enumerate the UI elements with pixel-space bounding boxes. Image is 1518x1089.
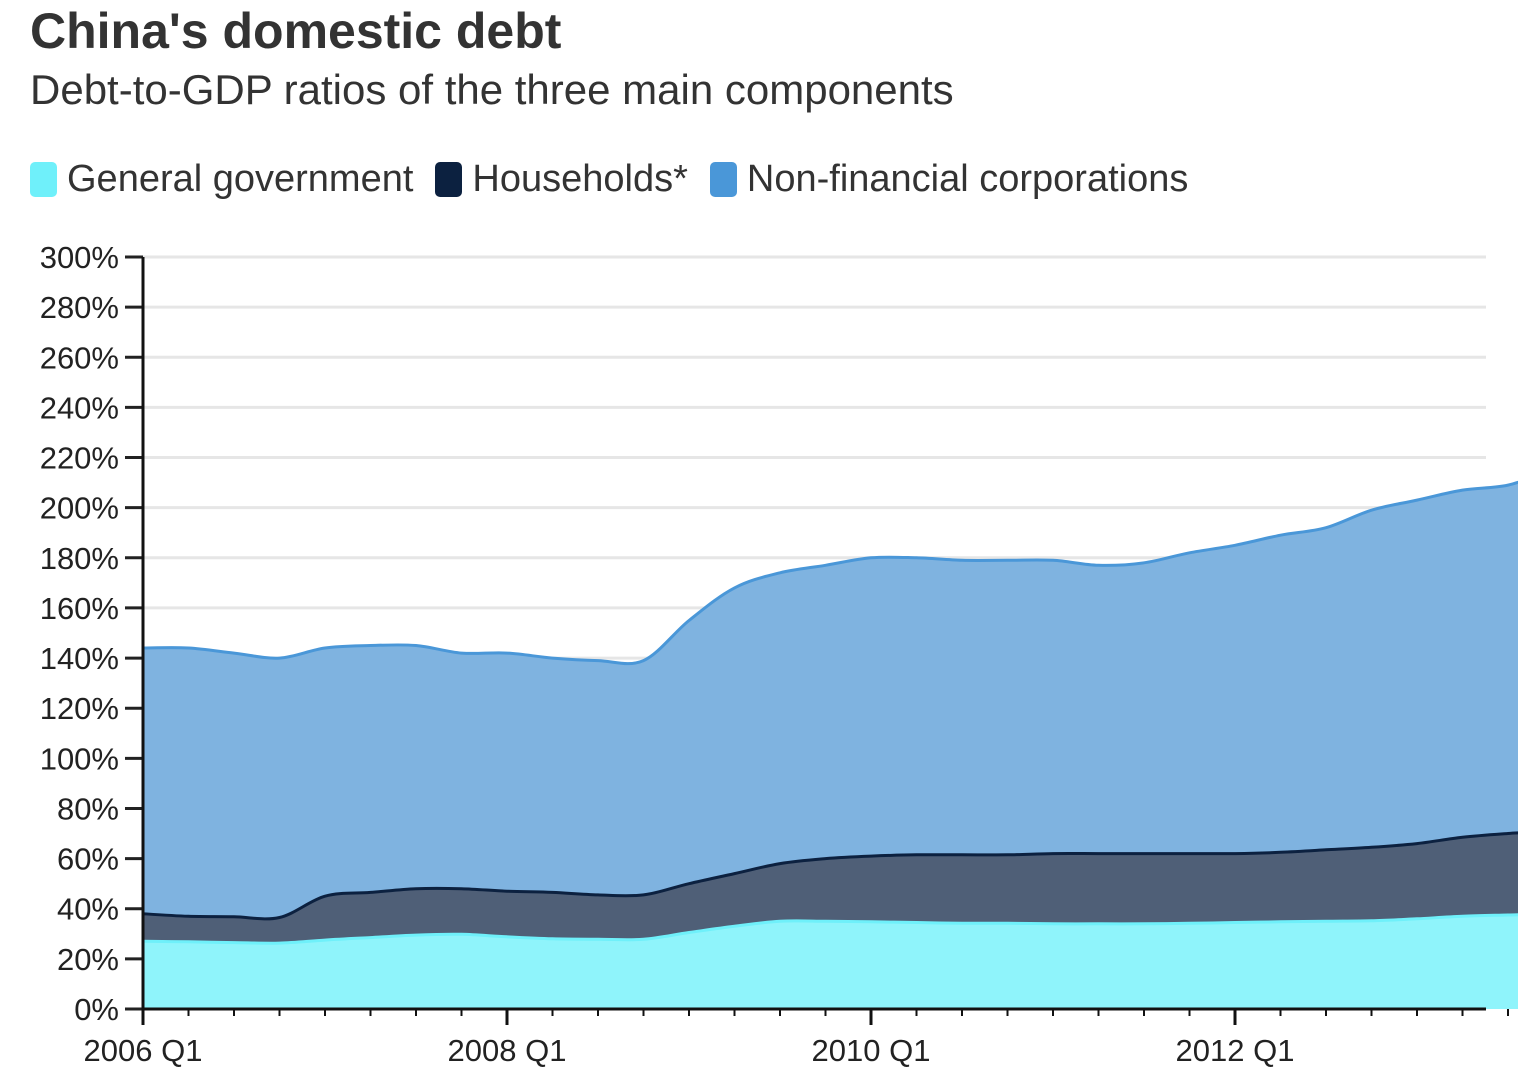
legend-label-general-government: General government <box>67 158 414 200</box>
y-tick-label: 0% <box>74 992 119 1027</box>
y-tick-label: 300% <box>40 240 119 275</box>
y-tick-label: 280% <box>40 290 119 325</box>
area-households <box>143 832 1518 944</box>
legend-item-non-financial-corporations: Non-financial corporations <box>709 158 1189 201</box>
y-tick-label: 20% <box>57 942 119 977</box>
x-tick-label: 2010 Q1 <box>812 1033 931 1068</box>
legend-item-households: Households* <box>435 158 688 201</box>
area-series <box>142 480 1518 1009</box>
x-tick-label: 2012 Q1 <box>1176 1033 1295 1068</box>
y-tick-label: 260% <box>40 340 119 375</box>
y-tick-label: 180% <box>40 541 119 576</box>
y-tick-label: 40% <box>57 892 119 927</box>
y-tick-label: 60% <box>57 842 119 877</box>
y-tick-label: 80% <box>57 791 119 826</box>
axes: 0% 20% 40% 60% 80% 100% 120% 140% 160% 180% 200% 22… <box>40 240 1509 1068</box>
legend: General government Households* Non-finan… <box>30 158 1210 201</box>
y-tick-label: 140% <box>40 641 119 676</box>
chart-title: China's domestic debt <box>30 3 562 59</box>
chart-subtitle: Debt-to-GDP ratios of the three main com… <box>30 66 954 113</box>
y-tick-label: 220% <box>40 441 119 476</box>
legend-swatch-households <box>435 162 463 197</box>
line-households <box>142 831 1518 921</box>
y-tick-label: 120% <box>40 691 119 726</box>
y-tick-label: 200% <box>40 491 119 526</box>
legend-label-households: Households* <box>472 158 688 200</box>
legend-swatch-non-financial-corporations <box>709 162 737 197</box>
line-general-government <box>142 913 1518 945</box>
y-tick-label: 240% <box>40 390 119 425</box>
y-tick-label: 160% <box>40 591 119 626</box>
legend-label-non-financial-corporations: Non-financial corporations <box>746 158 1189 200</box>
area-general-government <box>143 914 1518 1009</box>
y-tick-label: 100% <box>40 741 119 776</box>
legend-swatch-general-government <box>30 162 57 197</box>
legend-item-general-government: General government <box>30 158 413 201</box>
line-non-financial-corporations <box>142 480 1518 666</box>
x-tick-label: 2006 Q1 <box>84 1033 203 1068</box>
x-tick-label: 2008 Q1 <box>448 1033 567 1068</box>
area-non-financial-corporations <box>143 482 1518 919</box>
